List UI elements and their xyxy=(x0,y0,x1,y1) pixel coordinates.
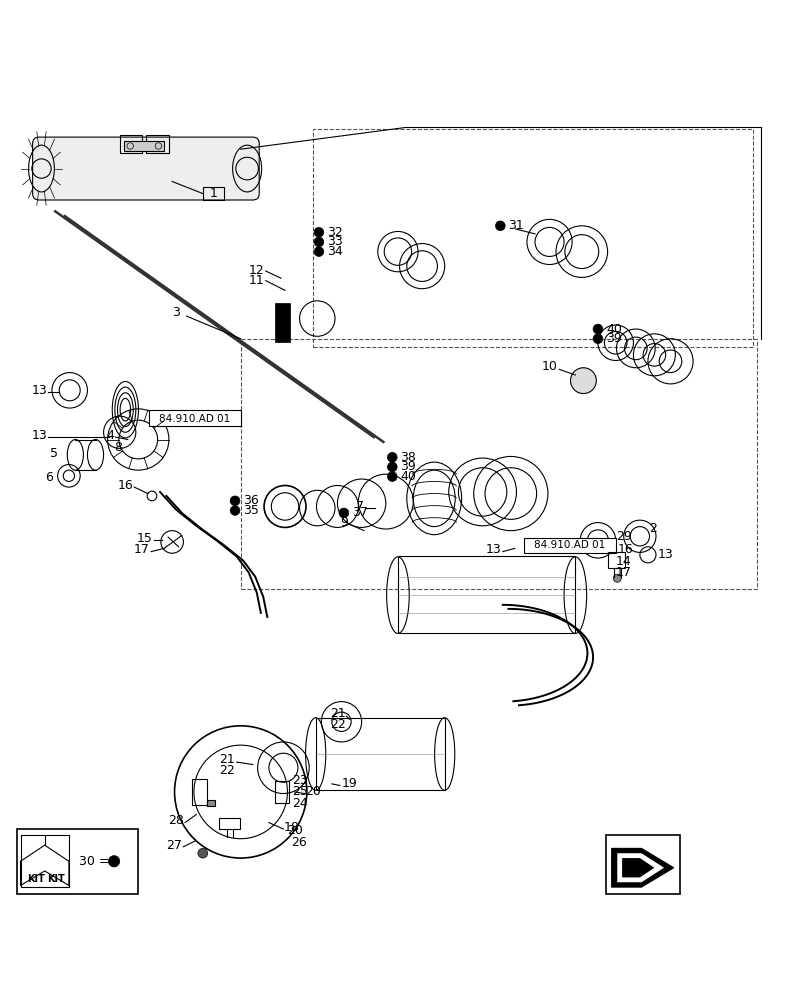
Text: 22: 22 xyxy=(329,718,345,731)
FancyBboxPatch shape xyxy=(148,410,240,426)
Bar xyxy=(605,835,680,894)
Circle shape xyxy=(339,508,348,518)
Text: 27: 27 xyxy=(165,839,182,852)
Text: 13: 13 xyxy=(32,429,47,442)
Circle shape xyxy=(314,247,324,256)
Bar xyxy=(192,779,207,805)
Circle shape xyxy=(314,237,324,247)
Text: 6: 6 xyxy=(45,471,53,484)
Text: 23: 23 xyxy=(291,774,307,787)
Text: 29: 29 xyxy=(615,530,631,543)
Text: 33: 33 xyxy=(327,235,342,248)
Text: 20: 20 xyxy=(286,824,303,837)
Text: 39: 39 xyxy=(400,460,415,473)
Text: 19: 19 xyxy=(341,777,357,790)
Circle shape xyxy=(387,452,397,462)
Text: 35: 35 xyxy=(242,504,259,517)
Text: 20: 20 xyxy=(305,785,320,798)
Text: 13: 13 xyxy=(485,543,500,556)
Text: 14: 14 xyxy=(615,555,631,568)
Bar xyxy=(219,818,239,829)
Text: 34: 34 xyxy=(327,245,342,258)
Text: 31: 31 xyxy=(508,219,524,232)
Text: 3: 3 xyxy=(172,306,180,319)
Text: 30 =: 30 = xyxy=(79,855,114,868)
Text: 17: 17 xyxy=(615,566,631,579)
Circle shape xyxy=(592,324,602,334)
Polygon shape xyxy=(616,853,663,882)
Circle shape xyxy=(230,496,239,506)
Text: 36: 36 xyxy=(242,494,259,507)
Text: 21: 21 xyxy=(329,707,345,720)
Text: 28: 28 xyxy=(168,814,184,827)
Text: 13: 13 xyxy=(32,384,47,397)
Circle shape xyxy=(314,227,324,237)
Text: 10: 10 xyxy=(541,360,557,373)
Bar xyxy=(315,718,444,790)
Text: 37: 37 xyxy=(351,506,367,519)
Text: 11: 11 xyxy=(249,274,264,287)
Bar xyxy=(275,303,290,342)
Text: 5: 5 xyxy=(49,447,58,460)
Text: 38: 38 xyxy=(400,451,416,464)
Text: KIT: KIT xyxy=(47,874,65,884)
Circle shape xyxy=(387,472,397,481)
FancyBboxPatch shape xyxy=(32,137,259,200)
Bar xyxy=(313,129,752,347)
Text: 25: 25 xyxy=(291,785,307,798)
FancyBboxPatch shape xyxy=(523,538,615,553)
Text: 40: 40 xyxy=(400,470,416,483)
Text: 24: 24 xyxy=(291,797,307,810)
Text: 26: 26 xyxy=(291,836,307,849)
Text: 2: 2 xyxy=(649,522,657,535)
Circle shape xyxy=(570,368,595,394)
Circle shape xyxy=(109,856,119,867)
Bar xyxy=(203,187,224,200)
Circle shape xyxy=(495,221,504,231)
Text: 39: 39 xyxy=(605,332,621,345)
Circle shape xyxy=(592,334,602,344)
Polygon shape xyxy=(611,848,673,887)
Bar xyxy=(119,135,142,153)
Circle shape xyxy=(387,462,397,472)
Text: 84.910.AD 01: 84.910.AD 01 xyxy=(534,540,604,550)
Text: 18: 18 xyxy=(283,821,299,834)
Text: 16: 16 xyxy=(118,479,133,492)
Bar xyxy=(207,800,215,806)
Bar xyxy=(240,339,756,589)
Circle shape xyxy=(612,574,620,582)
Text: 1: 1 xyxy=(209,187,217,200)
Text: 8: 8 xyxy=(114,441,122,454)
Text: KIT: KIT xyxy=(27,874,45,884)
Text: 13: 13 xyxy=(657,548,672,561)
Text: 12: 12 xyxy=(249,264,264,277)
Bar xyxy=(274,781,289,803)
Text: 7: 7 xyxy=(356,500,363,513)
Text: 21: 21 xyxy=(219,753,234,766)
Text: 4: 4 xyxy=(106,429,114,442)
Polygon shape xyxy=(621,858,654,877)
Bar xyxy=(20,835,69,887)
Circle shape xyxy=(198,848,208,858)
Text: 17: 17 xyxy=(134,543,149,556)
Text: 22: 22 xyxy=(219,764,234,777)
Bar xyxy=(607,552,624,568)
Bar xyxy=(17,829,138,894)
Bar xyxy=(397,556,575,633)
Text: 16: 16 xyxy=(616,543,633,556)
Text: 40: 40 xyxy=(605,323,621,336)
Bar xyxy=(146,135,169,153)
Text: 84.910.AD 01: 84.910.AD 01 xyxy=(159,414,230,424)
Text: 32: 32 xyxy=(327,226,342,239)
Text: 15: 15 xyxy=(137,532,152,545)
Bar xyxy=(123,141,164,151)
Circle shape xyxy=(230,506,239,515)
Text: 9: 9 xyxy=(340,516,347,529)
